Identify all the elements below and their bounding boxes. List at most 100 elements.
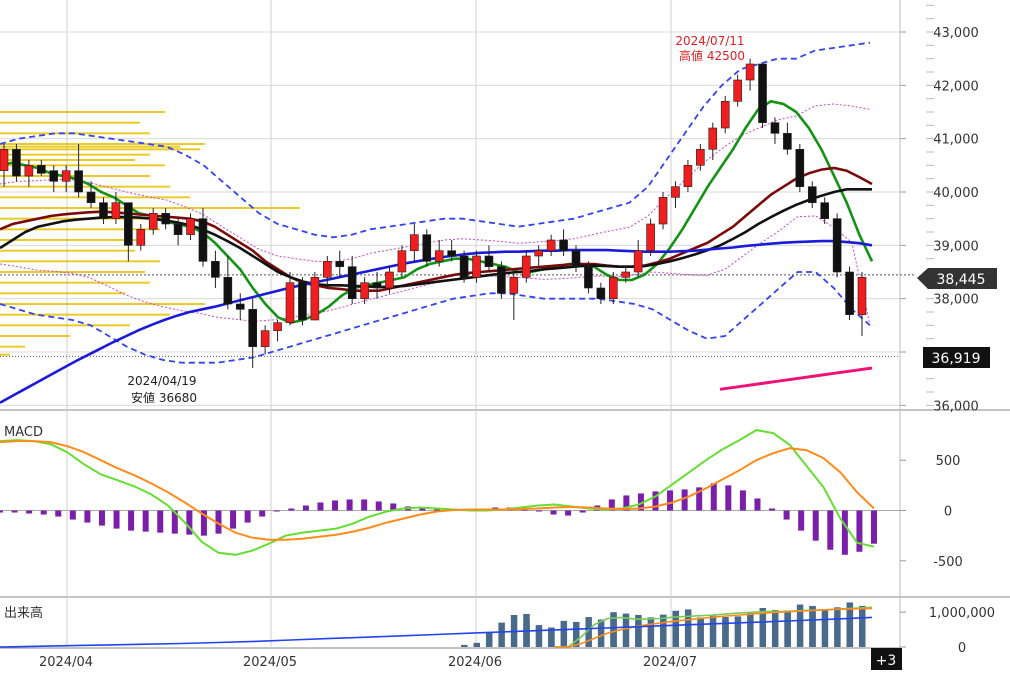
supply-bar xyxy=(0,121,140,124)
candle-body xyxy=(49,170,59,182)
candle xyxy=(459,250,469,283)
candle xyxy=(720,96,730,134)
candle xyxy=(646,218,655,256)
macd-histogram-bar xyxy=(434,509,440,511)
macd-histogram-bar xyxy=(856,510,863,552)
high-annotation-value: 高値 42500 xyxy=(679,48,745,63)
macd-histogram-bar xyxy=(637,493,644,511)
candle-body xyxy=(609,277,618,299)
candle-body xyxy=(397,250,407,273)
moving-averages xyxy=(0,99,874,404)
candle xyxy=(235,293,245,320)
candle xyxy=(758,63,767,128)
volume-tick-label: 1,000,000 xyxy=(929,606,995,621)
candle-body xyxy=(74,170,83,193)
volume-bar xyxy=(573,621,580,647)
macd-histogram-bar xyxy=(98,510,105,526)
volume-bar xyxy=(560,620,568,647)
bollinger-bands xyxy=(0,41,871,364)
candle xyxy=(683,160,693,192)
macd-histogram-bar xyxy=(652,491,659,511)
candle-body xyxy=(509,277,519,294)
candle xyxy=(497,261,506,299)
supply-bar xyxy=(0,148,200,151)
macd-title: MACD xyxy=(4,425,43,440)
candle-body xyxy=(124,202,133,246)
candle-body xyxy=(24,165,34,177)
supply-bar xyxy=(0,260,160,263)
candle xyxy=(584,261,593,294)
macd-histogram-bar xyxy=(579,510,586,513)
supply-bar xyxy=(0,353,10,356)
volume-bar xyxy=(734,616,742,647)
current-price-tag: 38,445 xyxy=(917,268,997,289)
candle-body xyxy=(186,218,195,235)
candle-body xyxy=(807,186,817,203)
macd-histogram-bar xyxy=(186,510,193,535)
volume-bar xyxy=(635,614,642,647)
macd-histogram-bar xyxy=(55,510,62,517)
signal-line xyxy=(0,440,875,541)
axes: 2024/042024/052024/062024/0736,00037,000… xyxy=(39,4,995,670)
volume-bar xyxy=(672,611,679,647)
bollinger-upper-2sigma xyxy=(0,41,871,239)
candle xyxy=(708,122,718,160)
candle xyxy=(534,245,543,267)
low-annotation-value: 安値 36680 xyxy=(131,390,197,405)
candle xyxy=(310,272,320,321)
candle xyxy=(733,74,742,107)
supply-bar xyxy=(0,145,180,148)
candle-body xyxy=(410,234,419,251)
volume-bar xyxy=(610,612,617,647)
moving-average-line xyxy=(719,366,873,391)
candle-body xyxy=(211,261,220,278)
macd-histogram-bar xyxy=(84,510,91,523)
candle xyxy=(186,213,195,240)
candle xyxy=(671,181,680,208)
macd-histogram-bar xyxy=(769,508,776,511)
candle xyxy=(198,208,208,267)
candle xyxy=(24,160,34,187)
more-indicators-label[interactable]: +3 xyxy=(876,653,897,669)
supply-bar xyxy=(0,335,70,337)
candle xyxy=(472,250,481,283)
candle xyxy=(845,266,854,320)
candle-body xyxy=(223,277,233,305)
macd-histogram-bar xyxy=(0,510,3,513)
volume-bar xyxy=(597,619,605,647)
macd-histogram-bar xyxy=(419,508,426,511)
macd-tick-label: 0 xyxy=(944,505,952,520)
candle-body xyxy=(285,282,295,323)
candle-body xyxy=(845,271,854,315)
candle xyxy=(559,229,568,256)
macd-histogram-bar xyxy=(69,510,76,520)
candle-body xyxy=(521,255,531,278)
macd-histogram-bar xyxy=(332,500,339,511)
supply-bar xyxy=(0,345,25,348)
macd-histogram-bar xyxy=(550,510,557,515)
macd-histogram-bar xyxy=(739,490,746,511)
candle xyxy=(410,224,419,262)
volume-bar xyxy=(846,602,854,647)
candle xyxy=(696,144,705,171)
price-tick-label: 39,000 xyxy=(933,239,979,254)
candle-body xyxy=(621,271,631,278)
candle xyxy=(807,181,817,208)
candle-body xyxy=(422,234,432,262)
volume-bar xyxy=(796,604,804,647)
price-tick-label: 43,000 xyxy=(933,26,979,41)
candle xyxy=(298,277,307,326)
x-tick-label: 2024/04 xyxy=(39,655,93,670)
macd-histogram-bar xyxy=(812,510,819,541)
supply-bar xyxy=(0,239,145,241)
more-indicators-badge[interactable]: +3 xyxy=(871,648,902,670)
candle xyxy=(260,325,270,355)
macd-tick-label: -500 xyxy=(933,555,963,570)
macd-histogram-bar xyxy=(244,510,251,523)
macd-histogram-bar xyxy=(273,510,280,512)
supply-bar xyxy=(0,164,165,167)
volume-bar xyxy=(498,622,505,647)
macd-histogram-bar xyxy=(871,510,877,544)
macd-histogram-bar xyxy=(783,510,790,520)
candle-body xyxy=(198,218,208,262)
